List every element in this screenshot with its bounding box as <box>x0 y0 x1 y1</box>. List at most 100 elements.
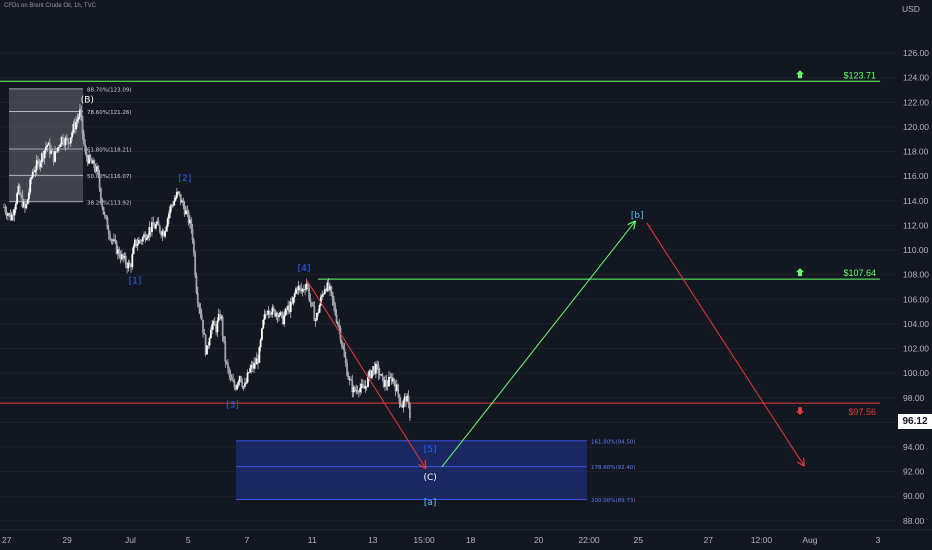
candle-body <box>407 395 410 404</box>
candle-body <box>275 313 278 317</box>
candle-body <box>300 287 303 292</box>
candle-body <box>26 199 29 205</box>
candle-body <box>33 171 36 173</box>
candle-body <box>101 200 104 207</box>
candle-body <box>22 201 25 207</box>
candle-body <box>164 231 166 237</box>
candle-body <box>385 380 388 386</box>
candle-body <box>106 217 109 230</box>
price-level-label: $97.56 <box>848 407 876 417</box>
candle-body <box>395 384 398 392</box>
candle-body <box>319 296 322 306</box>
x-axis-tick-label: 20 <box>534 535 544 545</box>
y-axis-tick-label: 122.00 <box>903 97 929 107</box>
target-level-label: 161.80%(94.50) <box>591 439 636 445</box>
candle-body <box>168 213 170 219</box>
candle-body <box>249 368 252 373</box>
candle-body <box>105 215 108 218</box>
candle-body <box>380 374 383 376</box>
candle-body <box>115 241 118 254</box>
candle-body <box>334 305 337 315</box>
candle-body <box>29 179 32 193</box>
candle-body <box>381 374 384 377</box>
candle-body <box>344 356 347 364</box>
candle-body <box>347 375 350 380</box>
candle-body <box>247 372 250 374</box>
candle-body <box>287 305 290 311</box>
candle-body <box>316 312 318 320</box>
candle-body <box>181 200 183 203</box>
candle-body <box>211 324 214 330</box>
price-level-label: $123.71 <box>843 70 876 80</box>
x-axis-tick-label: 29 <box>62 535 72 545</box>
candle-body <box>297 285 300 291</box>
candle-body <box>41 153 43 163</box>
candle-body <box>178 191 181 195</box>
candle-body <box>185 210 187 215</box>
candle-body <box>313 306 316 321</box>
candle-body <box>350 379 352 381</box>
candle-body <box>126 264 128 269</box>
candle-body <box>200 314 203 320</box>
candle-body <box>135 239 138 246</box>
candle-body <box>122 254 125 259</box>
candle-body <box>132 246 135 254</box>
candle-body <box>343 348 346 357</box>
y-axis-tick-label: 98.00 <box>903 393 925 403</box>
candle-body <box>58 146 60 148</box>
candle-body <box>63 143 66 146</box>
candle-body <box>20 194 22 196</box>
projection-arrow <box>305 279 425 468</box>
candle-body <box>291 301 293 304</box>
candle-body <box>398 394 401 403</box>
candle-body <box>359 388 362 393</box>
candle-body <box>397 384 400 395</box>
candle-body <box>140 240 143 242</box>
y-axis-tick-label: 94.00 <box>903 442 925 452</box>
candle-body <box>369 370 372 378</box>
candle-body <box>217 314 220 321</box>
candle-body <box>114 239 117 242</box>
candle-body <box>45 146 47 151</box>
candle-body <box>13 209 16 216</box>
candle-body <box>378 374 381 376</box>
candle-body <box>333 300 335 306</box>
candle-body <box>382 376 385 387</box>
candle-body <box>136 243 139 246</box>
candle-body <box>267 311 270 315</box>
candle-body <box>119 256 122 260</box>
candle-body <box>234 387 237 390</box>
candle-body <box>302 289 305 290</box>
candle-body <box>194 252 197 276</box>
candle-body <box>271 307 274 315</box>
candle-body <box>232 380 235 382</box>
candle-body <box>50 150 53 154</box>
candle-body <box>170 205 173 207</box>
candle-body <box>67 138 70 144</box>
candle-body <box>361 383 364 387</box>
x-axis-tick-label: 11 <box>308 535 317 545</box>
candle-body <box>224 341 227 362</box>
candle-body <box>16 193 18 204</box>
candle-body <box>289 301 292 312</box>
fib-level-label: 38.20%(113.92) <box>87 200 132 206</box>
candle-body <box>285 308 288 311</box>
candle-body <box>363 386 365 389</box>
candles-layer <box>3 103 411 422</box>
candle-body <box>391 378 394 382</box>
target-zone-box <box>236 440 587 500</box>
candle-body <box>8 213 11 215</box>
fib-level-label: 50.00%(116.07) <box>87 174 132 180</box>
candle-body <box>219 314 221 319</box>
candle-body <box>46 145 49 147</box>
candle-body <box>208 338 211 346</box>
candle-body <box>238 376 241 382</box>
candle-body <box>158 225 161 232</box>
y-axis-unit: USD <box>902 4 920 14</box>
candle-body <box>203 332 206 335</box>
candle-body <box>38 160 41 168</box>
candle-body <box>401 406 403 408</box>
last-price-badge: 96.12 <box>898 413 932 429</box>
candle-body <box>223 335 225 342</box>
